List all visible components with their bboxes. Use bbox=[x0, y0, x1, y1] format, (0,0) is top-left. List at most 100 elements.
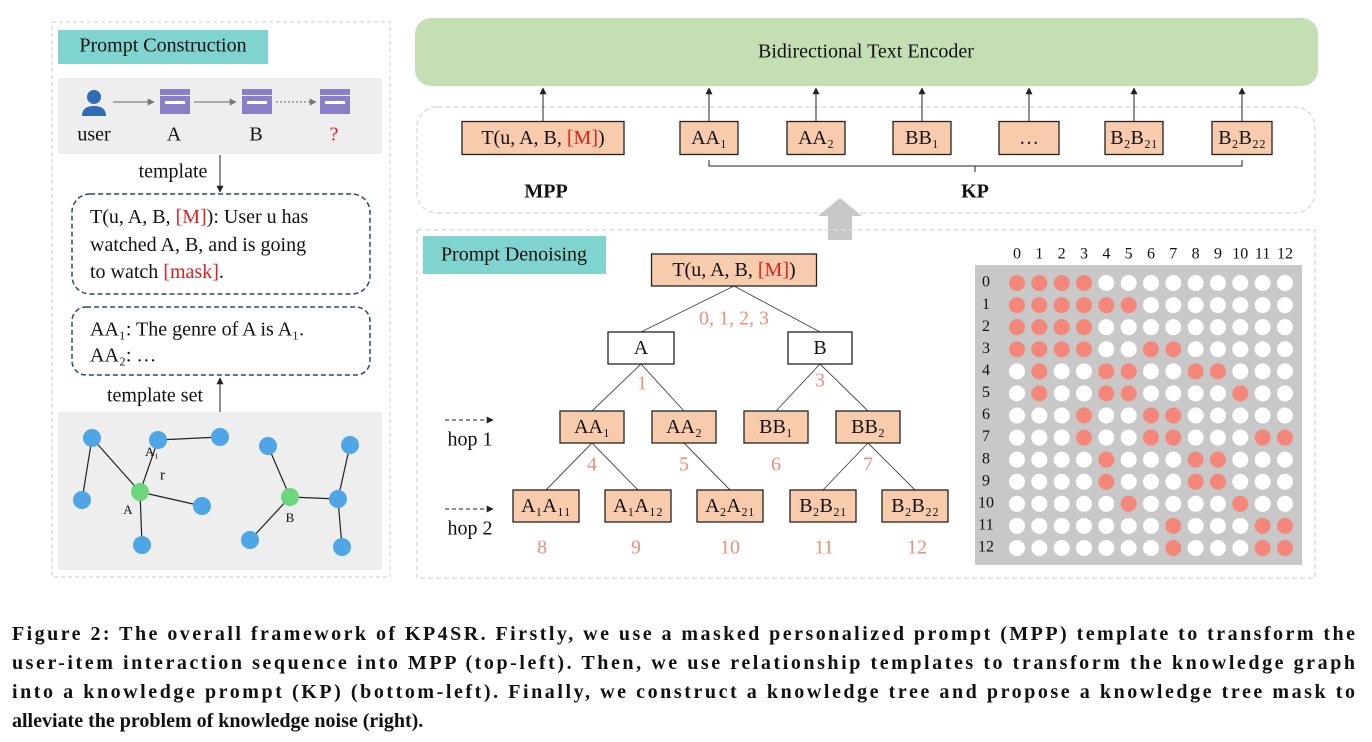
token-box bbox=[786, 120, 846, 156]
tree-node bbox=[696, 489, 764, 523]
text-part: … bbox=[1019, 127, 1039, 149]
mask-cell bbox=[1276, 275, 1293, 291]
token-label: B₂B₂₁ bbox=[1110, 127, 1158, 149]
mask-cell bbox=[1276, 319, 1293, 336]
mask-cell bbox=[1053, 363, 1070, 380]
mask-cell bbox=[1276, 385, 1293, 402]
mask-cell bbox=[1142, 341, 1159, 358]
seq-label: user bbox=[77, 124, 111, 146]
mask-cell bbox=[1098, 385, 1115, 402]
row-label: 6 bbox=[982, 406, 990, 423]
mask-cell bbox=[1254, 385, 1271, 402]
text-part: BB₁ bbox=[905, 127, 939, 149]
text-part: watched A, B, and is going bbox=[90, 234, 306, 256]
text-part: ): User u has bbox=[207, 206, 309, 228]
mask-cell bbox=[1276, 297, 1293, 314]
text-part: to watch bbox=[90, 261, 163, 283]
node-index: 5 bbox=[679, 454, 689, 476]
mask-cell bbox=[1232, 275, 1249, 291]
mask-cell bbox=[1053, 473, 1070, 490]
mask-cell bbox=[1254, 319, 1271, 336]
mask-cell bbox=[1098, 429, 1115, 446]
mask-cell bbox=[1075, 473, 1092, 490]
mask-cell bbox=[1009, 407, 1025, 424]
mask-cell bbox=[1165, 275, 1182, 291]
mask-cell bbox=[1209, 319, 1226, 336]
user-icon bbox=[82, 90, 106, 116]
mask-cell bbox=[1098, 473, 1115, 490]
token-label: B₂B₂₂ bbox=[1218, 127, 1266, 149]
mask-cell bbox=[1209, 363, 1226, 380]
mask-cell bbox=[1187, 363, 1204, 380]
mask-cell bbox=[1120, 275, 1137, 291]
mask-cell bbox=[1254, 341, 1271, 358]
node-index: 10 bbox=[720, 537, 740, 559]
tree-node bbox=[650, 253, 818, 287]
mask-cell bbox=[1009, 385, 1025, 402]
row-label: 12 bbox=[978, 539, 994, 556]
column-label: 9 bbox=[1214, 246, 1222, 263]
mask-cell bbox=[1009, 341, 1025, 358]
graph-nodes bbox=[73, 428, 359, 556]
section-tag bbox=[423, 236, 606, 274]
mask-cell bbox=[1187, 341, 1204, 358]
text-part: T(u, A, B, bbox=[672, 259, 758, 281]
mask-cell bbox=[1098, 407, 1115, 424]
row-label: 11 bbox=[978, 517, 993, 534]
mask-cell bbox=[1232, 517, 1249, 534]
tree-node bbox=[835, 410, 901, 444]
text-part: B₂B₂₂ bbox=[891, 495, 939, 517]
mask-cell bbox=[1098, 297, 1115, 314]
tree-edge bbox=[683, 442, 731, 491]
mask-cell bbox=[1053, 429, 1070, 446]
tree-node bbox=[559, 410, 625, 444]
item-icons bbox=[160, 89, 350, 114]
text-part: AA₁ bbox=[691, 127, 727, 149]
up-arrow bbox=[818, 198, 862, 240]
mask-cell bbox=[1098, 517, 1115, 534]
mask-cell bbox=[1098, 363, 1115, 380]
mask-cell bbox=[1276, 473, 1293, 490]
generated: T(u, A, B, [M]) AA₁ AA₂ BB₁… B₂B₂₁ B₂B₂₂T(u, … bbox=[12, 87, 1355, 732]
mask-cell bbox=[1187, 275, 1204, 291]
row-label: 3 bbox=[982, 340, 990, 357]
mask-cell bbox=[1276, 363, 1293, 380]
column-label: 3 bbox=[1080, 246, 1088, 263]
text-part: BB₁ bbox=[759, 416, 793, 438]
node-index: 11 bbox=[814, 537, 833, 559]
text-part: A₂A₂₁ bbox=[705, 495, 755, 517]
mask-cell bbox=[1075, 385, 1092, 402]
section-title: Prompt Construction bbox=[79, 35, 246, 57]
mask-cell bbox=[1142, 297, 1159, 314]
mask-cell bbox=[1075, 407, 1092, 424]
mask-cell bbox=[1075, 517, 1092, 534]
mask-cell bbox=[1165, 517, 1182, 534]
seq-label: A bbox=[167, 124, 182, 146]
mask-cell bbox=[1031, 341, 1048, 358]
mask-cell bbox=[1232, 539, 1249, 556]
mask-cell bbox=[1075, 429, 1092, 446]
mask-cell bbox=[1276, 451, 1293, 468]
mask-cell bbox=[1209, 407, 1226, 424]
graph-label: A₁ bbox=[145, 444, 159, 459]
mask-cell bbox=[1120, 429, 1137, 446]
mask-cell bbox=[1232, 451, 1249, 468]
mask-cell bbox=[1254, 451, 1271, 468]
mask-cell bbox=[1009, 495, 1025, 512]
caption-line: Figure 2: The overall framework of KP4SR… bbox=[12, 623, 1355, 645]
mask-cell bbox=[1120, 539, 1137, 556]
mask-cell bbox=[1120, 473, 1137, 490]
tree-node bbox=[512, 489, 580, 523]
mask-cell bbox=[1165, 297, 1182, 314]
column-label: 12 bbox=[1277, 246, 1293, 263]
column-label: 0 bbox=[1013, 246, 1021, 263]
node-label: AA₂ bbox=[666, 416, 702, 438]
mask-cell bbox=[1187, 385, 1204, 402]
token-box bbox=[679, 120, 739, 156]
mpp-label: MPP bbox=[524, 181, 567, 203]
mask-cell bbox=[1075, 297, 1092, 314]
graph-label: A bbox=[123, 502, 133, 517]
mask-cell bbox=[1165, 319, 1182, 336]
node-label: T(u, A, B, [M]) bbox=[672, 259, 795, 281]
token-label: … bbox=[1019, 127, 1039, 149]
